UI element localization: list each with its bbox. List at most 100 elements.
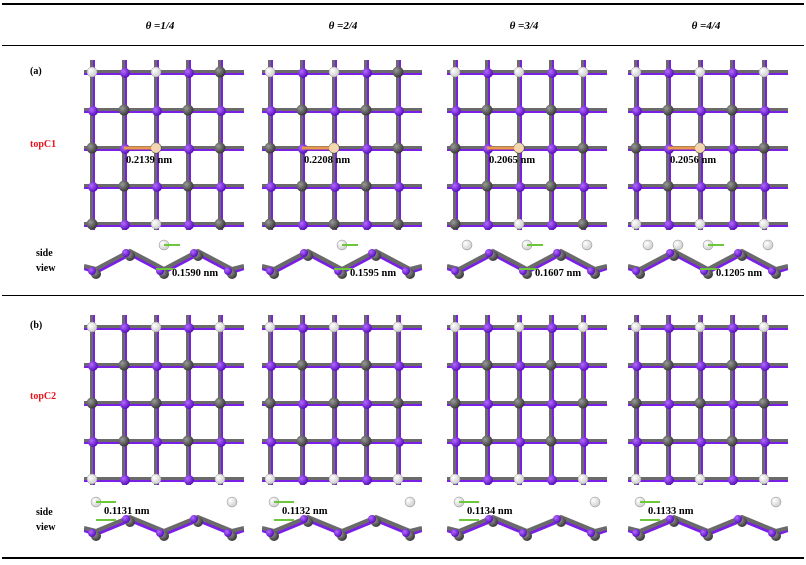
iodine-atom: [579, 361, 589, 371]
iodine-atom: [760, 182, 770, 192]
carbon-atom: [264, 218, 276, 230]
iodine-atom: [451, 106, 461, 116]
carbon-atom: [630, 397, 642, 409]
hydrogen-atom: [577, 473, 589, 485]
top-distance-label: 0.2139 nm: [126, 155, 172, 166]
iodine-atom: [402, 529, 410, 537]
iodine-atom: [664, 475, 674, 485]
iodine-atom: [184, 399, 194, 409]
iodine-atom: [515, 437, 525, 447]
iodine-atom: [760, 437, 770, 447]
iodine-atom: [632, 437, 642, 447]
hydrogen-atom: [150, 321, 162, 333]
hydrogen-atom: [404, 496, 416, 508]
hydrogen-atom: [513, 66, 525, 78]
iodine-atom: [330, 437, 340, 447]
iodine-atom: [362, 475, 372, 485]
side-view-b-3: 0.1134 nm: [447, 496, 607, 541]
iodine-atom: [587, 529, 595, 537]
iodine-atom: [451, 267, 459, 275]
carbon-atom: [214, 218, 226, 230]
side-label-line1: side: [36, 248, 53, 259]
side-distance-label: 0.1607 nm: [535, 268, 581, 279]
iodine-atom: [547, 68, 557, 78]
carbon-atom: [328, 397, 340, 409]
iodine-atom: [298, 399, 308, 409]
iodine-atom: [120, 475, 130, 485]
side-view-a-1: 0.1590 nm: [84, 239, 244, 279]
iodine-atom: [88, 106, 98, 116]
iodine-atom: [362, 323, 372, 333]
carbon-atom: [758, 142, 770, 154]
iodine-atom: [664, 323, 674, 333]
top-view-a-1: 0.2139 nm: [84, 60, 244, 230]
carbon-atom: [214, 397, 226, 409]
iodine-atom: [579, 182, 589, 192]
side-label-line2: view: [36, 522, 56, 533]
carbon-atom: [662, 104, 674, 116]
carbon-atom: [545, 435, 557, 447]
iodine-atom: [515, 361, 525, 371]
iodine-atom: [266, 529, 274, 537]
carbon-atom: [481, 180, 493, 192]
carbon-atom: [296, 180, 308, 192]
hydrogen-atom: [514, 143, 524, 153]
iodine-atom: [394, 182, 404, 192]
bottom-rule: [2, 557, 804, 559]
panel-b-config-label: topC2: [30, 391, 57, 402]
iodine-atom: [300, 249, 308, 257]
iodine-atom: [184, 475, 194, 485]
iodine-atom: [485, 515, 493, 523]
hydrogen-atom: [758, 321, 770, 333]
iodine-atom: [184, 144, 194, 154]
carbon-atom: [264, 397, 276, 409]
iodine-atom: [298, 323, 308, 333]
iodine-atom: [88, 361, 98, 371]
iodine-atom: [547, 323, 557, 333]
top-view-b-3: [447, 315, 607, 485]
side-distance-label: 0.1590 nm: [172, 268, 218, 279]
iodine-atom: [632, 361, 642, 371]
carbon-atom: [662, 180, 674, 192]
iodine-atom: [547, 144, 557, 154]
iodine-atom: [483, 323, 493, 333]
iodine-atom: [266, 106, 276, 116]
carbon-atom: [182, 435, 194, 447]
iodine-atom: [547, 475, 557, 485]
iodine-atom: [152, 182, 162, 192]
carbon-atom: [726, 104, 738, 116]
iodine-atom: [224, 529, 232, 537]
hydrogen-atom: [762, 239, 774, 251]
iodine-atom: [728, 220, 738, 230]
iodine-atom: [88, 529, 96, 537]
iodine-atom: [519, 529, 527, 537]
iodine-atom: [330, 106, 340, 116]
iodine-atom: [266, 361, 276, 371]
hydrogen-atom: [694, 218, 706, 230]
iodine-atom: [579, 437, 589, 447]
carbon-atom: [86, 397, 98, 409]
carbon-atom: [360, 180, 372, 192]
iodine-atom: [664, 68, 674, 78]
hydrogen-atom: [581, 239, 593, 251]
iodine-atom: [451, 529, 459, 537]
hydrogen-atom: [392, 321, 404, 333]
carbon-atom: [86, 142, 98, 154]
iodine-atom: [120, 220, 130, 230]
carbon-atom: [630, 142, 642, 154]
top-distance-label: 0.2065 nm: [489, 155, 535, 166]
iodine-atom: [394, 437, 404, 447]
carbon-atom: [296, 435, 308, 447]
carbon-atom: [264, 142, 276, 154]
carbon-atom: [360, 359, 372, 371]
hydrogen-atom: [264, 473, 276, 485]
hydrogen-atom: [513, 218, 525, 230]
carbon-atom: [513, 397, 525, 409]
hydrogen-atom: [770, 496, 782, 508]
carbon-atom: [118, 359, 130, 371]
iodine-atom: [122, 249, 130, 257]
top-distance-label: 0.2056 nm: [670, 155, 716, 166]
column-header-coverage-4: θ =4/4: [691, 20, 721, 32]
iodine-atom: [768, 267, 776, 275]
iodine-atom: [696, 437, 706, 447]
